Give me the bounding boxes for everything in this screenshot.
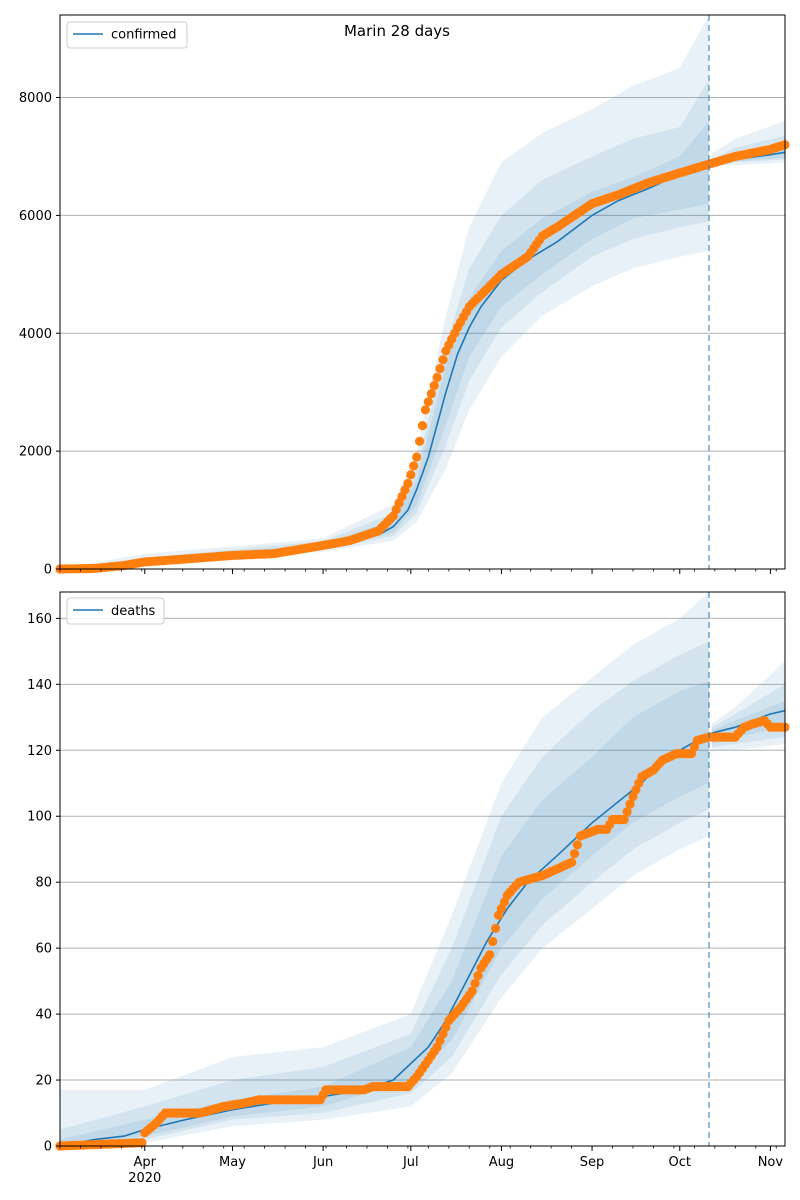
- observed-point: [426, 389, 436, 399]
- y-tick-label: 0: [44, 1140, 52, 1155]
- y-tick-label: 0: [44, 563, 52, 578]
- observed-point: [622, 807, 632, 817]
- observed-point: [409, 461, 419, 471]
- observed-point: [435, 364, 445, 374]
- observed-point: [485, 950, 495, 960]
- uncertainty-band-inner: [60, 681, 709, 1146]
- deaths-gridlines: [60, 617, 785, 1081]
- y-tick-label: 120: [27, 744, 52, 759]
- observed-point: [403, 478, 413, 489]
- observed-point: [423, 397, 433, 407]
- uncertainty-band-middle-forecast: [711, 684, 785, 747]
- y-tick-label: 140: [27, 678, 52, 693]
- deaths-axes-frame: [59, 591, 786, 1147]
- deaths-legend: deaths: [66, 597, 165, 625]
- x-tick-label: Oct: [669, 1155, 691, 1170]
- observed-point: [412, 452, 422, 462]
- observed-point: [473, 971, 483, 981]
- observed-point: [488, 936, 498, 947]
- uncertainty-band-outer: [60, 592, 709, 1146]
- x-tick-label: Jul: [402, 1155, 419, 1170]
- x-tick-label: Apr: [134, 1155, 157, 1170]
- uncertainty-band-middle: [60, 641, 709, 1146]
- legend-box: [66, 21, 188, 49]
- legend-box: [66, 597, 165, 625]
- y-tick-label: 20: [35, 1074, 52, 1089]
- confirmed-panel: 0 2000 4000 6000 8000 Marin 28 days confirme…: [19, 14, 790, 578]
- confirmed-plot-area: [60, 15, 785, 569]
- observed-point: [432, 372, 442, 383]
- y-tick-label: 160: [27, 612, 52, 627]
- confirmed-y-axis: 0 2000 4000 6000 8000: [19, 91, 60, 578]
- observed-point: [415, 436, 425, 446]
- observed-point: [420, 405, 430, 415]
- observed-point: [429, 381, 439, 391]
- legend-label-confirmed: confirmed: [111, 28, 177, 43]
- y-tick-label: 6000: [19, 209, 52, 224]
- legend-label-deaths: deaths: [111, 604, 156, 619]
- x-tick-label: May: [219, 1155, 246, 1170]
- confirmed-legend: confirmed: [66, 21, 188, 49]
- y-tick-label: 60: [35, 942, 52, 957]
- confirmed-gridlines: [60, 97, 785, 452]
- observed-point: [470, 978, 480, 988]
- confirmed-x-axis-ticks: [59, 569, 777, 574]
- y-tick-label: 2000: [19, 445, 52, 460]
- x-tick-year-label: 2020: [128, 1171, 161, 1186]
- observed-point: [417, 421, 428, 431]
- y-tick-label: 8000: [19, 91, 52, 106]
- observed-point: [406, 470, 416, 480]
- x-tick-label: Nov: [758, 1155, 784, 1170]
- observed-point: [625, 799, 635, 809]
- observed-point: [467, 986, 477, 996]
- y-tick-label: 4000: [19, 327, 52, 342]
- observed-point: [491, 923, 501, 934]
- observed-point: [569, 849, 580, 859]
- chart-title: Marin 28 days: [344, 22, 450, 40]
- observed-point: [572, 840, 583, 850]
- x-tick-label: Aug: [489, 1155, 514, 1170]
- y-tick-label: 80: [35, 876, 52, 891]
- x-tick-label: Sep: [580, 1155, 605, 1170]
- observed-point: [567, 857, 577, 868]
- uncertainty-band-outer: [60, 15, 709, 569]
- observed-point: [438, 355, 448, 365]
- y-tick-label: 100: [27, 810, 52, 825]
- confirmed-axes-frame: [59, 14, 786, 570]
- deaths-y-axis: 0 20 40 60 80 100 120 140 160: [27, 612, 60, 1155]
- y-tick-label: 40: [35, 1008, 52, 1023]
- uncertainty-band-middle: [60, 79, 709, 570]
- observed-point: [137, 1138, 147, 1148]
- x-tick-label: Jun: [312, 1155, 333, 1170]
- observed-point: [619, 814, 629, 825]
